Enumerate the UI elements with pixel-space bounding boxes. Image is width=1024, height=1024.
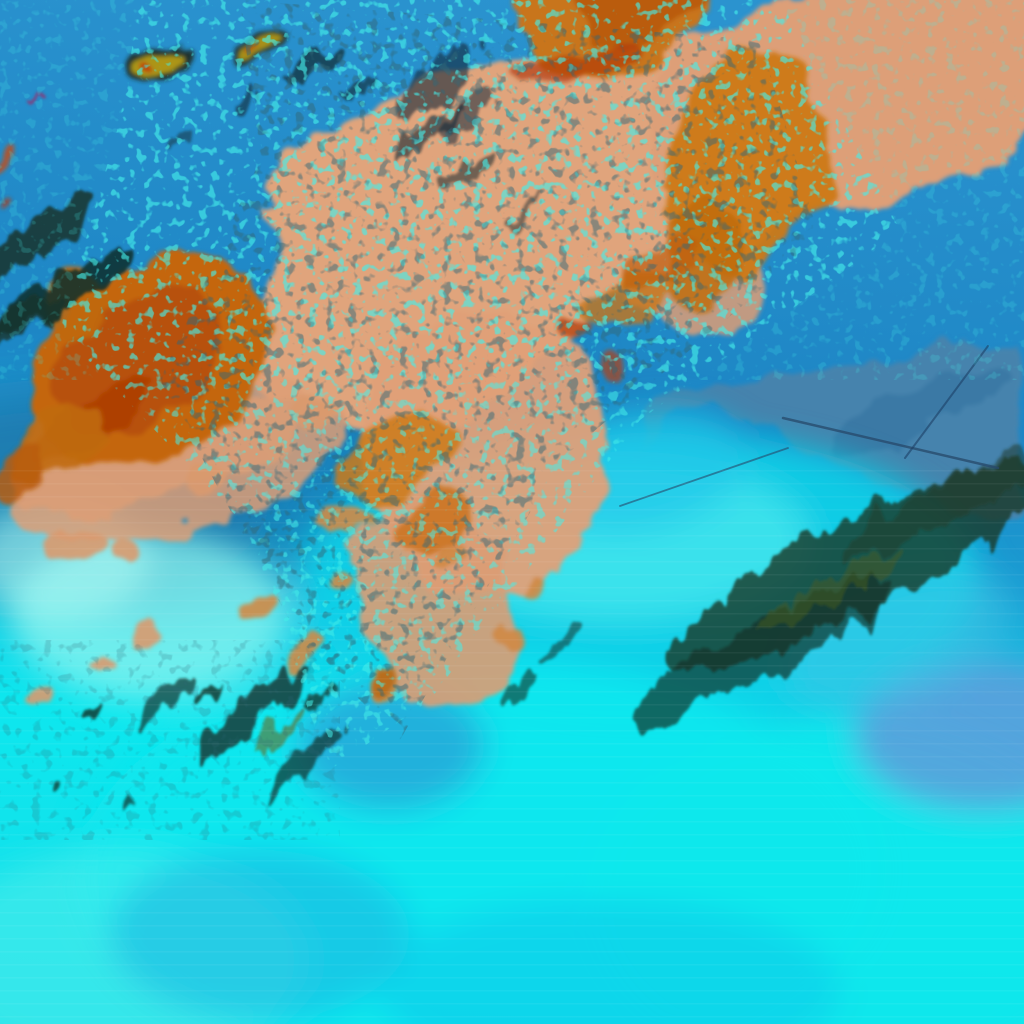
dark-feather-band (623, 578, 893, 726)
cloud-puff (240, 590, 270, 614)
cloud-puff (484, 619, 516, 645)
dark-feather-band (840, 444, 1024, 560)
cloud-puff (51, 529, 99, 567)
cyan-speckle-sky (0, 0, 1024, 380)
cloud-puff (125, 614, 155, 638)
dark-speckle-corner (0, 640, 340, 840)
cloud-puff (98, 542, 132, 570)
orange-cloud (0, 449, 54, 495)
haze-smudge (832, 368, 1008, 456)
dark-speck (496, 669, 544, 711)
contrail-line (781, 416, 1000, 470)
cyan-dim-patch (380, 900, 840, 1024)
contrail-line (619, 447, 789, 507)
cyan-dim-patch (110, 850, 410, 1020)
dark-speck (541, 623, 579, 657)
cloud-puff (519, 575, 545, 597)
olive-core (752, 551, 904, 633)
